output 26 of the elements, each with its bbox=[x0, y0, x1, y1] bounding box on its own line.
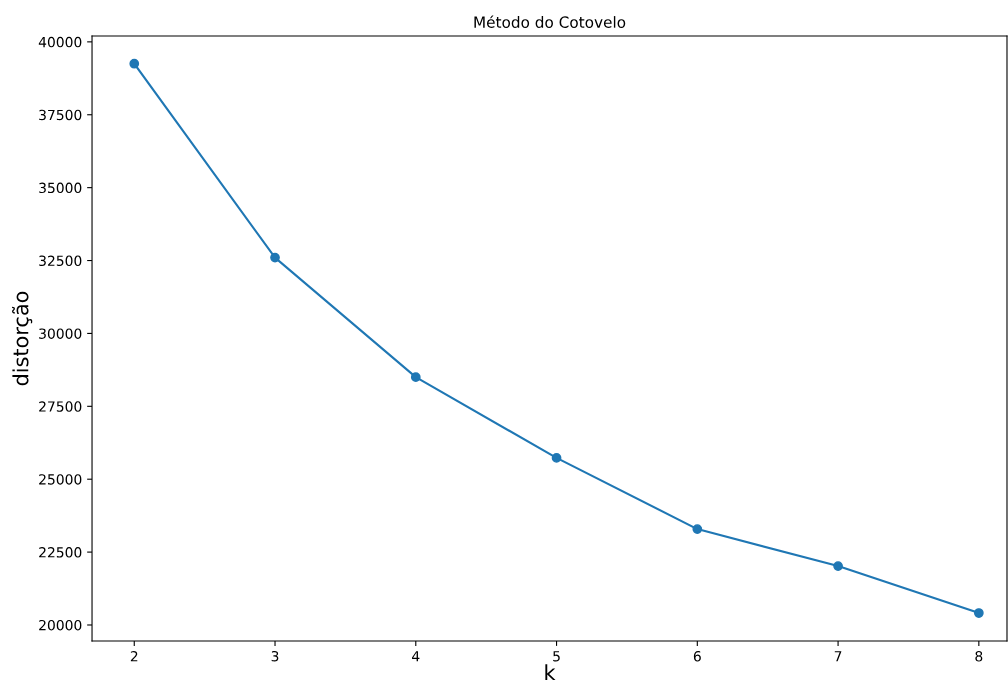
point bbox=[833, 561, 843, 571]
x-tick-label: 6 bbox=[693, 650, 701, 662]
point bbox=[551, 453, 562, 463]
y-tick-label: 22500 bbox=[39, 547, 82, 558]
x-tick-label: 8 bbox=[975, 650, 983, 662]
y-tick-label: 35000 bbox=[39, 182, 82, 194]
y-tick-label: 37500 bbox=[39, 109, 82, 121]
y-tick-label: 25000 bbox=[39, 474, 82, 485]
y-axis-title: distorção bbox=[12, 291, 33, 386]
y-tick-label: 30000 bbox=[39, 328, 82, 339]
point bbox=[410, 372, 421, 383]
x-tick-label: 7 bbox=[834, 651, 842, 662]
y-tick-label: 32500 bbox=[39, 255, 82, 267]
x-axis-title: k bbox=[545, 664, 556, 681]
x-tick-label: 2 bbox=[130, 650, 138, 662]
point bbox=[973, 608, 984, 618]
x-tick-label: 3 bbox=[271, 650, 279, 662]
point bbox=[692, 524, 703, 534]
point bbox=[129, 58, 140, 69]
chart-title: Método do Cotovelo bbox=[474, 15, 626, 28]
point bbox=[270, 252, 280, 263]
y-tick-label: 20000 bbox=[39, 619, 82, 631]
y-tick-label: 40000 bbox=[38, 36, 82, 48]
x-tick-label: 5 bbox=[553, 651, 560, 662]
x-tick-label: 4 bbox=[412, 651, 420, 662]
y-tick-label: 27500 bbox=[39, 401, 82, 412]
